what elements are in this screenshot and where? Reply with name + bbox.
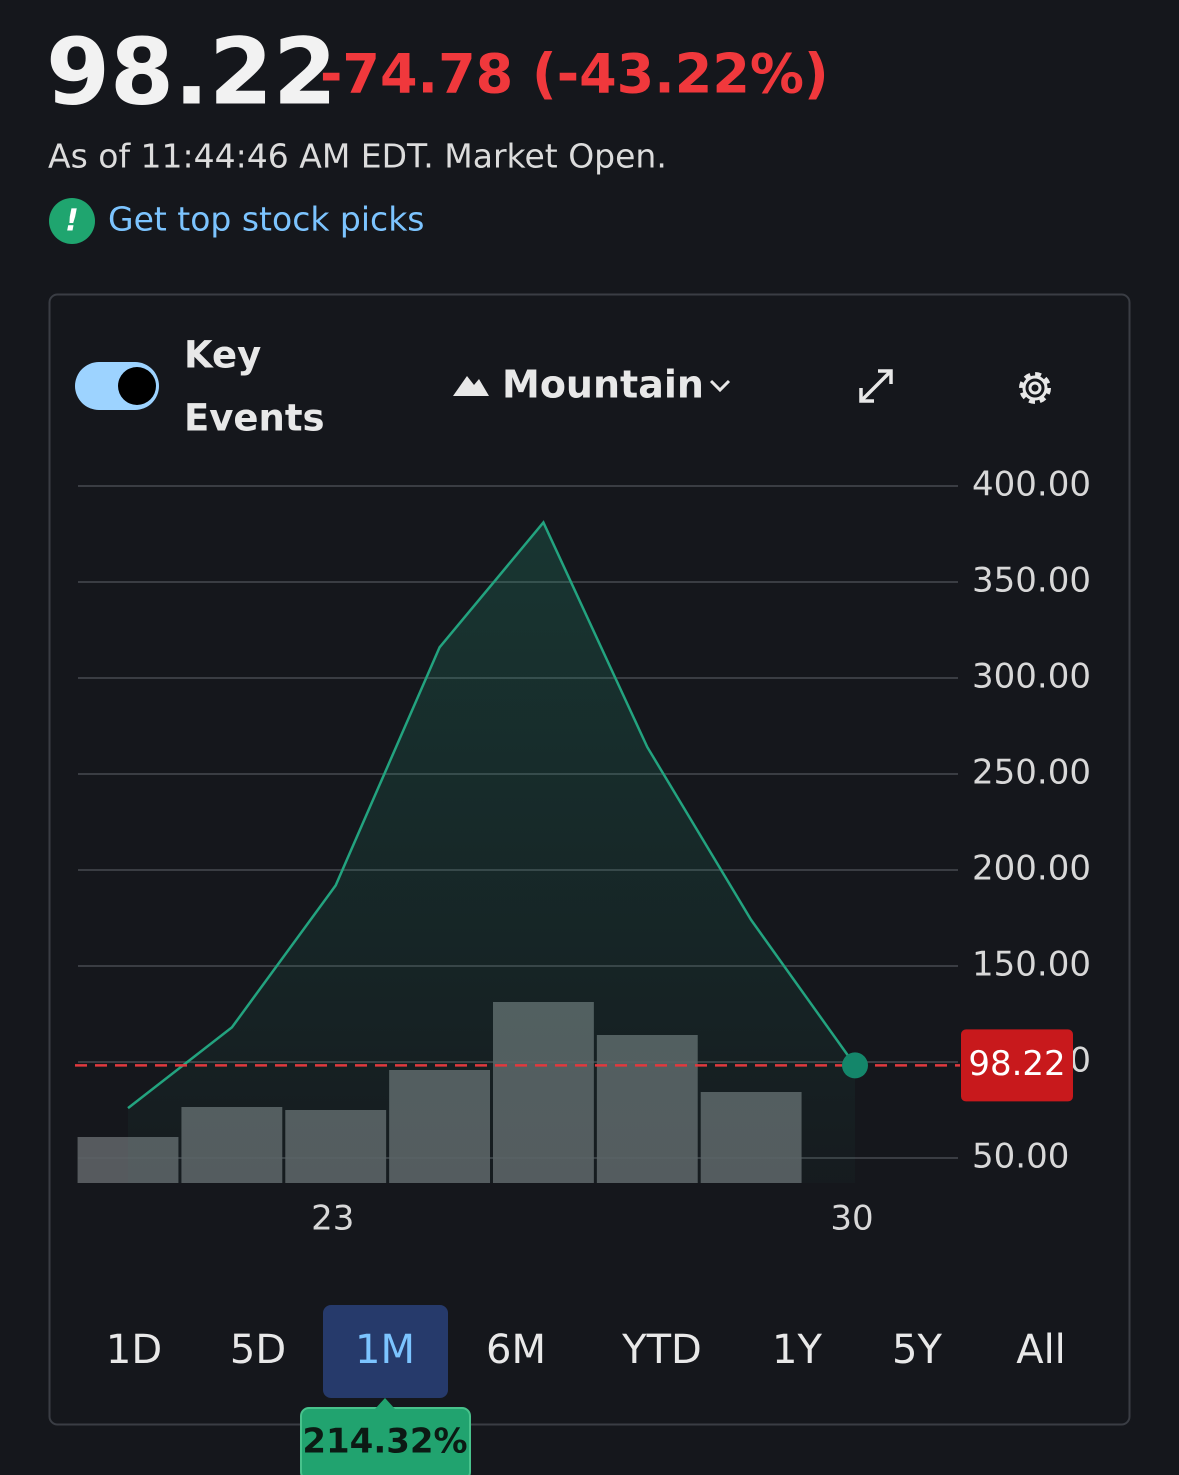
y-tick-label: 50.00 [972,1137,1069,1177]
range-selected-bg [323,1305,448,1398]
promo-icon[interactable] [49,198,95,244]
range-option[interactable]: 1Y [772,1327,822,1373]
y-tick-label: 200.00 [972,849,1091,889]
area [128,522,855,1183]
badge-pointer [375,1398,395,1409]
chevron [709,379,731,393]
range-option[interactable]: 5D [230,1327,286,1373]
price-label-box [961,1029,1073,1102]
y-tick-label: 150.00 [972,945,1091,985]
range-option[interactable]: 6M [486,1327,546,1373]
range-selector: 1D 5D 1M 214.32% 6M YTD 1Y 5Y All [106,1305,1066,1475]
gear-teeth [1019,372,1051,404]
chart-style[interactable]: Mountain [502,363,704,407]
expand-icon[interactable] [859,369,893,403]
x-tick-label: 23 [311,1199,354,1239]
x-tick-label: 30 [830,1199,873,1239]
chart-card [48,293,1131,1426]
y-tick-label: 300.00 [972,657,1091,697]
last-point [842,1052,868,1079]
range-option[interactable]: 5Y [892,1327,942,1373]
y-tick-label: 400.00 [972,465,1091,505]
line [127,520,857,1110]
timestamp: As of 11:44:46 AM EDT. Market Open. [48,137,667,176]
price-change: -74.78 (-43.22%) [320,43,829,106]
range-change: 214.32% [302,1422,467,1462]
gear-ring [1022,375,1048,401]
key-events-label: Key [184,334,261,377]
range-option[interactable]: 1D [106,1327,162,1373]
settings-icon[interactable] [1019,372,1051,404]
price: 98.22 [46,18,337,125]
y-tick-label: 350.00 [972,561,1091,601]
range-option[interactable]: YTD [621,1327,702,1373]
range-option[interactable]: All [1016,1327,1066,1373]
plot: 400.00350.00300.00250.00200.00150.00100.… [75,465,1091,1239]
gear-hole [1028,381,1042,395]
promo-link[interactable]: Get top stock picks [108,200,425,239]
y-tick-label: 250.00 [972,753,1091,793]
toggle-knob [118,367,156,405]
price-label: 98.22 [968,1044,1065,1084]
key-events-label: Events [184,397,325,440]
promo-icon-glyph: ! [65,204,79,239]
range-option[interactable]: 1M [355,1327,415,1373]
mountain-icon [453,376,489,396]
